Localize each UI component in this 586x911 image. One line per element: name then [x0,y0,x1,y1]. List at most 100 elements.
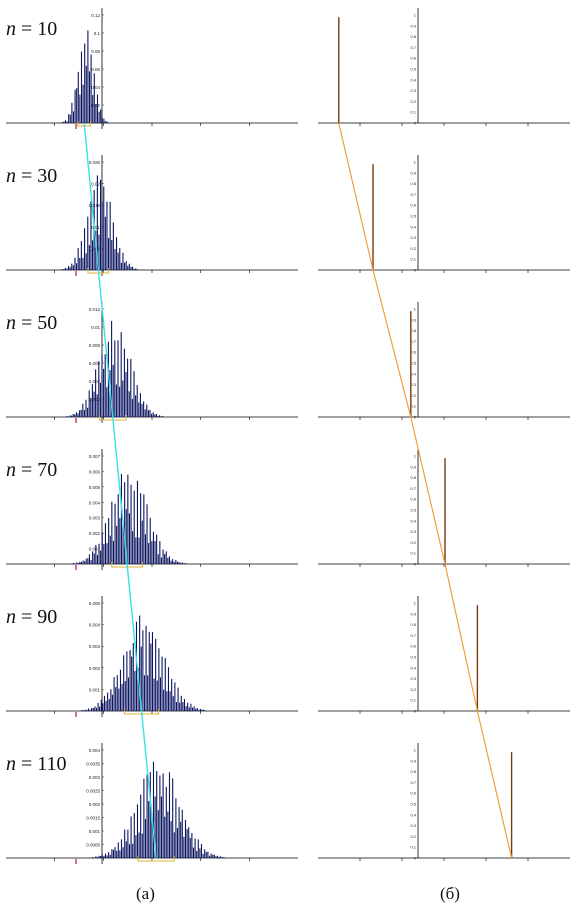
y-tick-label: 1 [414,307,417,312]
y-tick-label: 0.007 [89,454,101,459]
histogram-bar [164,554,166,564]
histogram-bar [140,493,142,564]
y-tick-label: 0.0035 [86,762,100,767]
spike-panel: 1 0.9 0.8 0.7 0.6 0.5 0.4 0.3 0.2 0.1 0 [318,155,570,273]
histogram-bar [71,263,73,270]
y-tick-label: 0.5 [410,802,416,807]
histogram-bar [110,689,112,711]
histogram-bar [76,263,78,270]
histogram-bar [152,761,155,858]
histogram-bar [117,494,119,564]
y-tick-label: 0.1 [94,31,101,36]
y-tick-label: 1 [414,454,417,459]
histogram-bar [159,415,161,417]
histogram-bar [92,240,94,270]
y-tick-label: 0.001 [89,687,101,692]
y-tick-label: 0.4 [410,77,416,82]
histogram-bar [87,30,89,123]
histogram-bar [136,804,139,858]
y-tick-label: 0.8 [410,475,416,480]
histogram-bar [111,694,114,711]
y-tick-label: 0.6 [410,203,416,208]
histogram-bar [63,269,65,270]
y-tick-label: 0.025 [89,160,101,165]
histogram-bar [125,371,127,417]
histogram-bar [72,562,74,564]
histogram-bar [103,856,105,858]
histogram-bar [69,415,71,417]
y-tick-label: 0.6 [410,56,416,61]
histogram-bar [130,358,132,417]
y-tick-label: 0.6 [410,791,416,796]
histogram-bar [130,266,132,270]
histogram-bar [152,412,154,417]
histogram-bar [122,523,124,564]
histogram-bar [109,535,111,564]
histogram-bar [205,852,207,858]
n-label: n = 10 [6,18,58,40]
histogram-bar [85,65,87,123]
y-tick-label: 0.2 [410,540,416,545]
y-tick-label: 0.6 [410,497,416,502]
histogram-bar [127,829,129,858]
y-tick-label: 0.4 [410,518,416,523]
histogram-bar [165,786,167,858]
histogram-bar [116,675,118,711]
histogram-bar [175,560,177,564]
histogram-bar [128,513,130,564]
histogram-bar [111,320,113,417]
histogram-bar [114,847,116,858]
y-tick-label: 0.7 [410,45,416,50]
histogram-bar [95,856,97,858]
histogram-bar [123,348,125,417]
histogram-bar [61,269,63,270]
histogram-bar [90,201,92,270]
histogram-bar [103,368,105,417]
histogram-bar [84,228,86,270]
histogram-bar [63,121,65,123]
histogram-bar [120,839,123,858]
n-label: n = 90 [6,606,58,628]
histogram-bar [112,364,114,417]
histogram-bar [154,414,156,417]
histogram-bar [117,340,119,417]
histogram-bar [72,265,74,270]
y-tick-label: 0.006 [89,469,101,474]
histogram-bar [151,541,153,564]
y-tick-label: 0.5 [410,655,416,660]
histogram-bar [196,850,198,858]
histogram-bar [82,403,84,417]
histogram-bar [138,832,140,858]
histogram-bar [113,677,115,711]
y-tick-label: 0 [414,856,417,861]
histogram-bar [155,638,157,711]
y-tick-label: 0.001 [89,829,101,834]
histogram-bar [92,708,94,711]
histogram-bar [104,121,107,123]
histogram-bar [180,562,182,564]
spike-panel: 1 0.9 0.8 0.7 0.6 0.5 0.4 0.3 0.2 0.1 0 [318,743,570,861]
histogram-bar [108,852,110,858]
histogram-bar [98,855,100,858]
y-tick-label: 0.002 [89,802,101,807]
histogram-bar [188,827,190,858]
histogram-bar [91,707,93,711]
histogram-bar [159,541,161,564]
histogram-bar [176,828,179,858]
histogram-bar [139,393,141,417]
histogram-bar [125,509,127,564]
histogram-bar [170,821,172,858]
histogram-bar [176,561,178,564]
histogram-bar [95,707,98,711]
y-tick-label: 0.4 [410,224,416,229]
histogram-bar [114,340,116,417]
histogram-bar [140,646,142,711]
y-tick-label: 0.2 [410,393,416,398]
histogram-bar [157,416,159,417]
histogram-bar [108,699,110,711]
histogram-bar [118,688,120,711]
histogram-bar [133,812,135,858]
histogram-bar [109,854,111,858]
histogram-bar [101,354,103,417]
histogram-bar [112,222,114,270]
